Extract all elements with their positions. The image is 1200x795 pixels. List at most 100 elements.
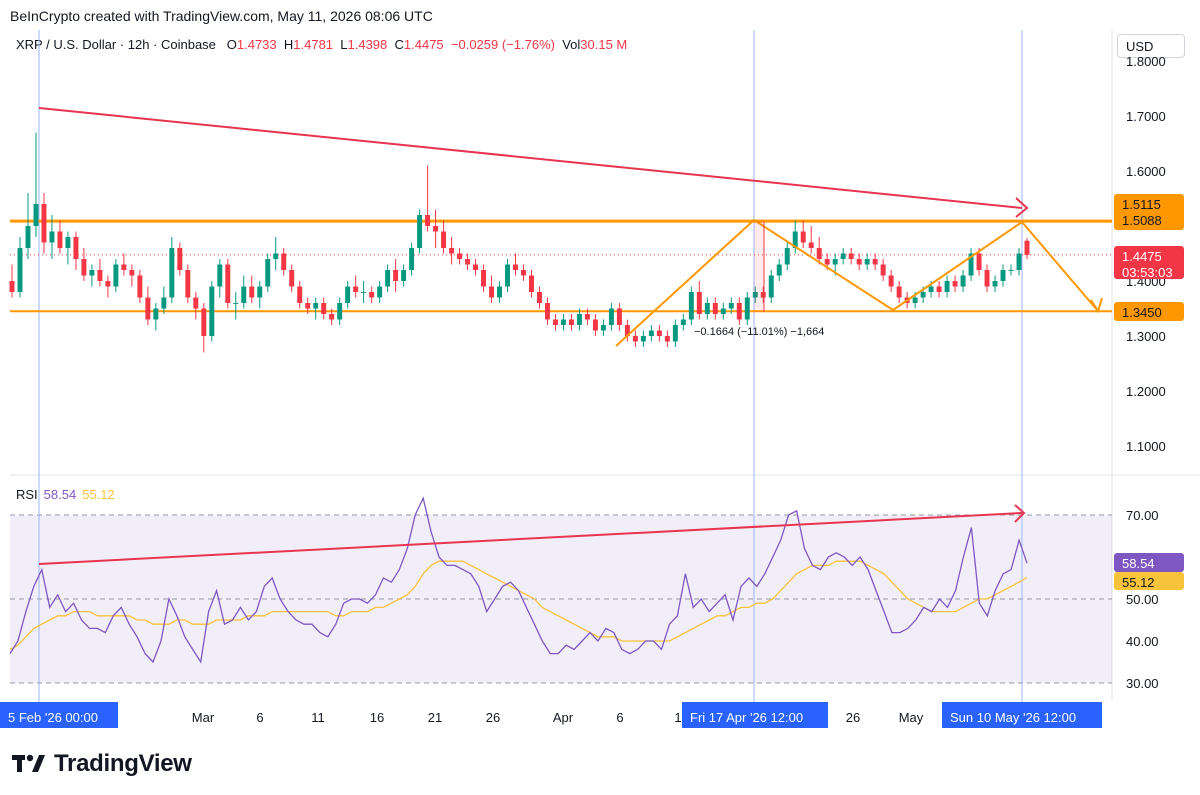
time-badge-right-text: Sun 10 May '26 12:00 [950,710,1076,725]
time-badge-left-text: 5 Feb '26 00:00 [8,710,98,725]
rsi-ma-badge-text: 55.12 [1122,575,1155,590]
currency-button[interactable]: USD [1117,34,1185,58]
candle-body [345,286,351,303]
candle-body [1000,270,1006,281]
candle-body [984,270,990,287]
candle-body [560,319,566,325]
candle-body [576,314,582,325]
current-price-badge-text: 03:53:03 [1122,265,1173,280]
candle-body [241,286,247,303]
resistance-badge-text: 1.5115 [1122,197,1161,212]
candle-body [544,303,550,320]
candle-body [656,330,662,336]
candle-body [728,303,734,309]
symbol-title[interactable]: XRP / U.S. Dollar · 12h · Coinbase [16,37,216,52]
rsi-ma-badge: 55.12 [1114,572,1184,590]
candle-body [760,292,766,298]
candle-body [105,281,111,287]
time-badge-left-bg [0,702,118,728]
candle-body [129,270,135,276]
candle-body [952,281,958,287]
candle-body [840,253,846,259]
candle-body [89,270,95,276]
candle-body [177,248,183,270]
time-axis-label: 6 [616,710,623,725]
candle-body [744,297,750,320]
rsi-trendline-arrowhead [1014,504,1026,523]
candle-body [457,253,463,259]
rsi-value-badge: 58.54 [1114,553,1184,572]
candle-body [185,270,191,298]
rsi-axis-label: 40.00 [1126,634,1159,649]
candle-body [1024,240,1030,255]
open-label: O [226,37,237,52]
candle-body [800,231,806,243]
rsi-legend: RSI 58.54 55.12 [16,487,115,502]
candle-body [568,319,574,325]
candle-body [225,264,231,303]
descending-trendline [38,107,1023,209]
candle-body [273,253,279,259]
candle-body [417,215,423,248]
candle-body [425,215,431,226]
rsi-axis-label: 30.00 [1126,676,1159,691]
candle-body [161,297,167,309]
candle-body [688,292,694,320]
candle-body [489,286,495,298]
price-axis-label: 1.6000 [1126,164,1166,179]
rsi-value-badge-text: 58.54 [1122,556,1155,571]
low-value: 1.4398 [347,37,388,52]
candle-body [449,248,455,254]
candle-body [49,231,55,243]
symbol-legend: XRP / U.S. Dollar · 12h · Coinbase O 1.47… [16,37,627,52]
candle-body [880,264,886,276]
change-value: −0.0259 (−1.76%) [450,37,555,52]
high-value: 1.4781 [293,37,334,52]
candle-body [97,270,103,281]
candle-body [768,275,774,298]
candle-body [513,264,518,270]
candle-body [680,319,686,325]
candle-body [824,259,830,265]
rsi-value: 58.54 [43,487,77,502]
time-axis-label: May [899,710,924,725]
candle-body [1016,253,1022,270]
rsi-title[interactable]: RSI [16,487,38,502]
candle-body [137,275,143,298]
pattern-zigzag [615,218,1099,347]
time-badge-right-bg [942,702,1102,728]
candle-body [664,336,670,342]
tradingview-logo[interactable]: TradingView [12,750,192,778]
current-price-badge-text: 1.4475 [1122,249,1162,264]
candle-body [529,275,534,292]
candle-body [57,231,63,248]
candle-body [73,237,79,259]
rsi-trendline [38,512,1023,565]
candle-body [257,286,263,298]
low-label: L [340,37,348,52]
rsi-axis-label: 70.00 [1126,508,1159,523]
time-badge-left: 5 Feb '26 00:00 [0,702,118,728]
tradingview-logo-icon [12,754,45,772]
candle-body [41,204,47,243]
candle-body [816,248,822,259]
candle-body [65,237,71,248]
candle-body [704,303,710,314]
chart-caption: BeInCrypto created with TradingView.com,… [10,8,433,24]
candle-body [81,259,87,276]
candle-body [960,275,966,287]
candle-body [920,292,926,298]
candle-body [648,330,654,336]
candle-body [209,286,215,336]
time-axis-label: 16 [370,710,384,725]
candle-body [289,270,295,287]
price-axis-label: 1.1000 [1126,439,1166,454]
candle-body [377,286,383,298]
candle-body [281,253,287,270]
candle-body [393,270,399,281]
candle-body [361,292,367,293]
measure-range [754,220,764,312]
candle-body [912,297,918,303]
candle-body [9,281,15,292]
